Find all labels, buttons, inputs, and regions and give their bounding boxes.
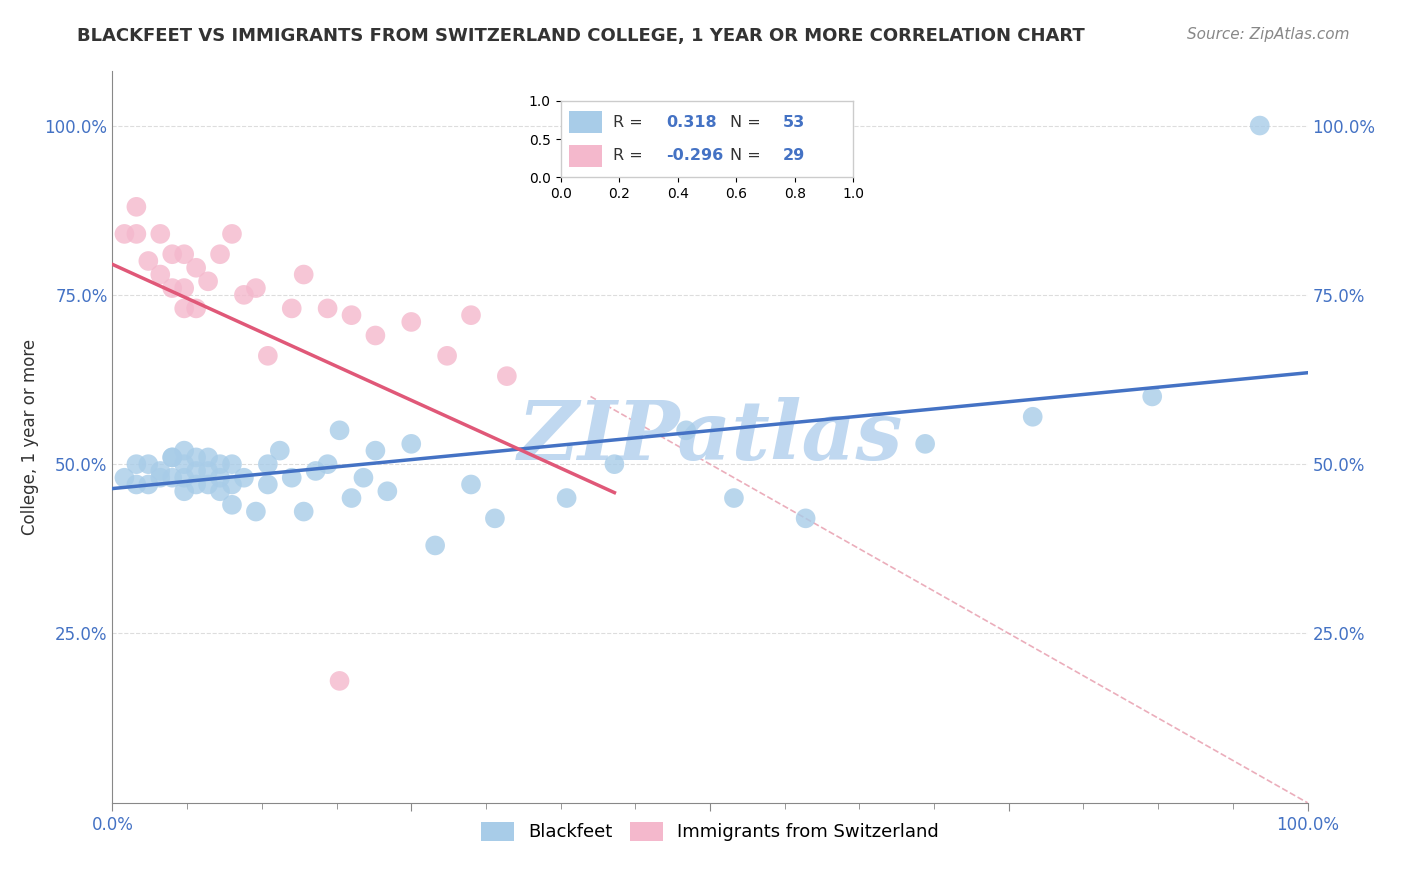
Point [675, 423, 697, 437]
Point [233, 288, 256, 302]
Point [340, 308, 363, 322]
Point [292, 505, 315, 519]
Point [221, 498, 243, 512]
Point [125, 477, 148, 491]
Point [186, 450, 208, 465]
Point [173, 484, 195, 499]
Point [173, 247, 195, 261]
Point [316, 301, 339, 316]
Point [173, 301, 195, 316]
Point [114, 471, 135, 485]
Point [305, 464, 328, 478]
Point [340, 491, 363, 505]
Point [149, 471, 172, 485]
Point [197, 274, 219, 288]
Point [364, 328, 387, 343]
Point [329, 423, 352, 437]
Point [484, 511, 506, 525]
Point [233, 471, 256, 485]
Point [125, 200, 148, 214]
Point [245, 281, 267, 295]
Point [316, 457, 339, 471]
Y-axis label: College, 1 year or more: College, 1 year or more [21, 339, 39, 535]
Point [149, 464, 172, 478]
Point [352, 471, 374, 485]
Point [401, 437, 423, 451]
Point [425, 538, 447, 552]
Point [257, 477, 280, 491]
Point [162, 450, 183, 465]
Point [173, 443, 195, 458]
Point [460, 477, 482, 491]
Point [1249, 119, 1271, 133]
Point [1022, 409, 1045, 424]
Point [794, 511, 817, 525]
Point [186, 260, 208, 275]
Point [209, 247, 232, 261]
Point [914, 437, 936, 451]
Point [162, 450, 183, 465]
Point [1142, 389, 1164, 403]
Point [460, 308, 482, 322]
Point [329, 673, 352, 688]
Point [114, 227, 135, 241]
Point [209, 484, 232, 499]
Point [149, 268, 172, 282]
Point [377, 484, 399, 499]
Point [257, 457, 280, 471]
Point [496, 369, 519, 384]
Point [436, 349, 458, 363]
Point [281, 301, 304, 316]
Point [245, 505, 267, 519]
Point [292, 268, 315, 282]
Point [138, 457, 160, 471]
Point [209, 457, 232, 471]
Point [162, 247, 183, 261]
Point [125, 227, 148, 241]
Point [257, 349, 280, 363]
Text: Source: ZipAtlas.com: Source: ZipAtlas.com [1187, 27, 1350, 42]
Point [209, 471, 232, 485]
Point [173, 457, 195, 471]
Point [186, 477, 208, 491]
Point [723, 491, 745, 505]
Point [603, 457, 626, 471]
Point [162, 281, 183, 295]
Point [364, 443, 387, 458]
Point [269, 443, 291, 458]
Point [186, 301, 208, 316]
Point [186, 464, 208, 478]
Text: ZIPatlas: ZIPatlas [517, 397, 903, 477]
Text: BLACKFEET VS IMMIGRANTS FROM SWITZERLAND COLLEGE, 1 YEAR OR MORE CORRELATION CHA: BLACKFEET VS IMMIGRANTS FROM SWITZERLAND… [77, 27, 1085, 45]
Point [281, 471, 304, 485]
Point [138, 254, 160, 268]
Point [221, 477, 243, 491]
Point [197, 477, 219, 491]
Point [173, 471, 195, 485]
Point [138, 477, 160, 491]
Point [555, 491, 578, 505]
Legend: Blackfeet, Immigrants from Switzerland: Blackfeet, Immigrants from Switzerland [474, 814, 946, 848]
Point [149, 227, 172, 241]
Point [401, 315, 423, 329]
Point [162, 471, 183, 485]
Point [197, 464, 219, 478]
Point [125, 457, 148, 471]
Point [173, 281, 195, 295]
Point [197, 450, 219, 465]
Point [221, 227, 243, 241]
Point [221, 457, 243, 471]
